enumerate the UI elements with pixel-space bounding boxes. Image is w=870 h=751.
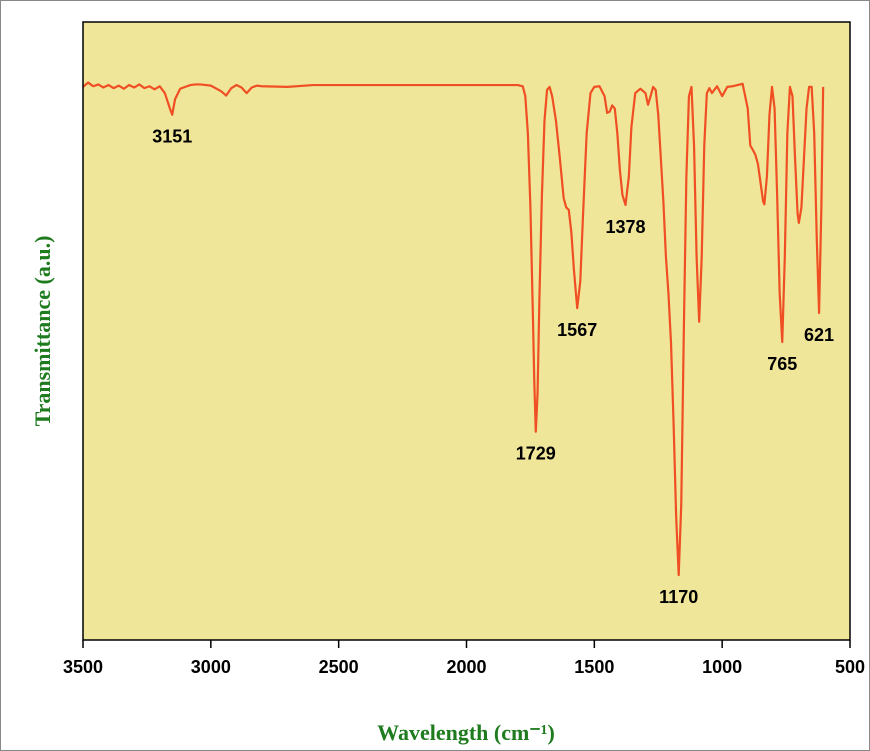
peak-label: 3151 bbox=[152, 127, 192, 147]
peak-label: 621 bbox=[804, 325, 834, 345]
x-tick-label: 500 bbox=[835, 657, 865, 677]
plot-area bbox=[83, 22, 850, 640]
peak-label: 1378 bbox=[606, 217, 646, 237]
peak-label: 1567 bbox=[557, 320, 597, 340]
x-axis-label: Wavelength (cm⁻¹) bbox=[377, 720, 555, 745]
x-tick-label: 2500 bbox=[319, 657, 359, 677]
x-tick-label: 1500 bbox=[574, 657, 614, 677]
peak-label: 765 bbox=[767, 354, 797, 374]
x-tick-label: 3000 bbox=[191, 657, 231, 677]
y-axis-label: Transmittance (a.u.) bbox=[30, 236, 55, 427]
x-tick-label: 3500 bbox=[63, 657, 103, 677]
peak-label: 1170 bbox=[659, 587, 698, 607]
peak-label: 1729 bbox=[516, 444, 556, 464]
x-tick-label: 1000 bbox=[702, 657, 742, 677]
x-tick-label: 2000 bbox=[446, 657, 486, 677]
spectrum-line bbox=[82, 81, 825, 577]
plot-border bbox=[82, 21, 851, 641]
